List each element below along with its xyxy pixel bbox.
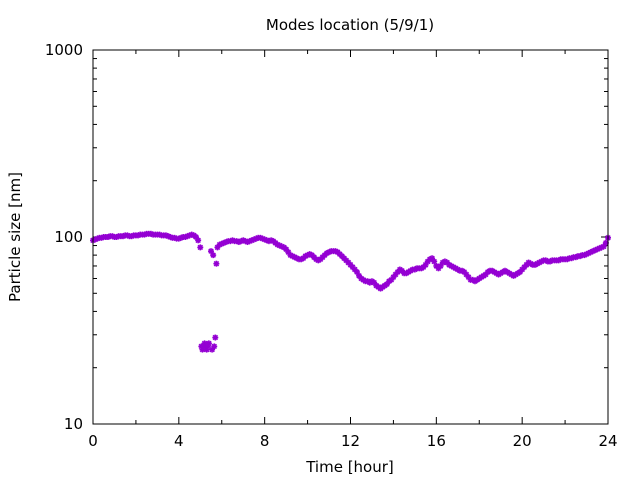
y-tick-label: 100 bbox=[54, 228, 83, 246]
data-point bbox=[431, 258, 438, 265]
data-point bbox=[211, 343, 218, 350]
chart-title: Modes location (5/9/1) bbox=[266, 16, 434, 34]
x-axis-label: Time [hour] bbox=[305, 458, 394, 476]
x-tick-label: 12 bbox=[341, 432, 360, 450]
x-tick-label: 8 bbox=[260, 432, 270, 450]
data-point bbox=[213, 260, 220, 267]
x-tick-label: 0 bbox=[88, 432, 98, 450]
data-point bbox=[195, 237, 202, 244]
data-point bbox=[210, 252, 217, 259]
plot-frame bbox=[92, 49, 609, 425]
data-point bbox=[205, 340, 212, 347]
data-points bbox=[90, 230, 611, 353]
y-tick-label: 1000 bbox=[45, 41, 83, 59]
y-tick-label: 10 bbox=[64, 415, 83, 433]
x-tick-label: 24 bbox=[598, 432, 617, 450]
data-point bbox=[197, 244, 204, 251]
y-axis-label: Particle size [nm] bbox=[6, 172, 24, 302]
x-tick-label: 20 bbox=[513, 432, 532, 450]
data-point bbox=[602, 239, 609, 246]
data-point bbox=[212, 334, 219, 341]
x-tick-label: 4 bbox=[174, 432, 184, 450]
x-tick-label: 16 bbox=[427, 432, 446, 450]
